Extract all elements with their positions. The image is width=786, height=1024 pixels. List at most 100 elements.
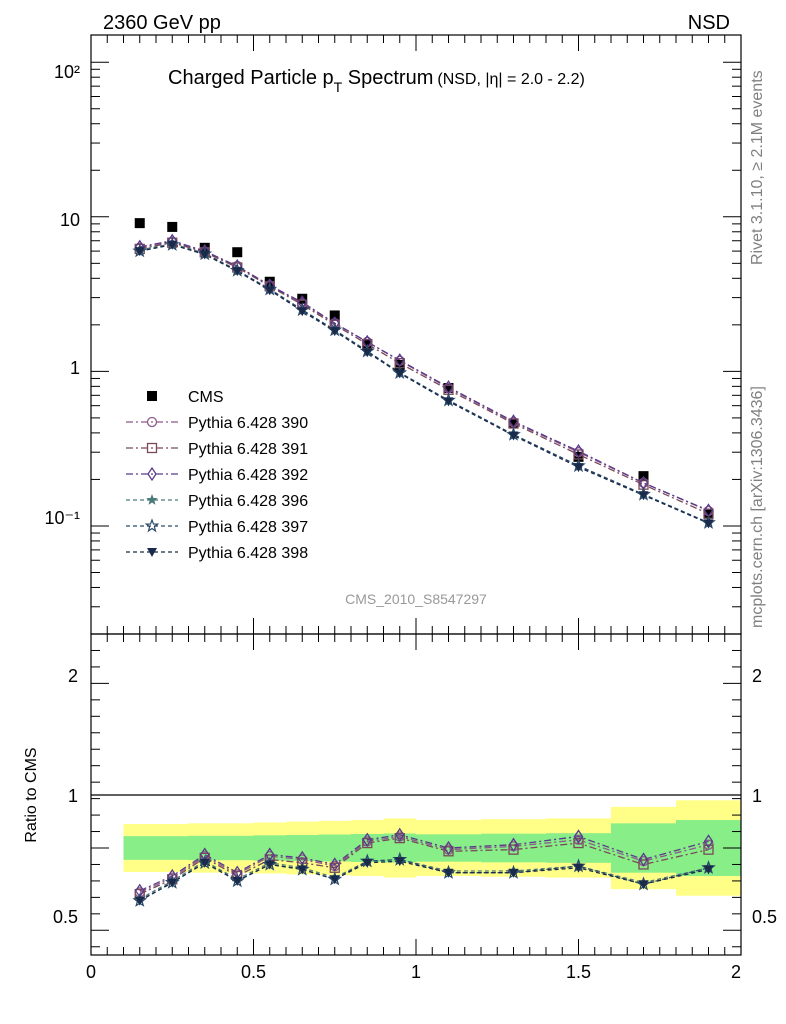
data-point bbox=[167, 240, 178, 250]
ratio-y-tick-label-right: 2 bbox=[752, 666, 762, 686]
ratio-series-line bbox=[139, 834, 709, 892]
data-point bbox=[199, 858, 210, 868]
title-sub: T bbox=[334, 79, 343, 95]
data-point bbox=[134, 896, 145, 906]
legend-item: Pythia 6.428 397 bbox=[126, 518, 308, 536]
ratio-series-markers bbox=[132, 827, 716, 907]
data-point bbox=[167, 878, 178, 888]
data-point bbox=[638, 852, 649, 867]
legend-label: Pythia 6.428 398 bbox=[188, 545, 308, 562]
chart-title: Charged Particle pT Spectrum (NSD, |η| = … bbox=[168, 67, 585, 95]
data-point bbox=[508, 844, 519, 855]
legend-label: Pythia 6.428 396 bbox=[188, 493, 308, 510]
data-point bbox=[703, 844, 714, 855]
main-axis-ticks bbox=[90, 35, 742, 635]
legend-label: Pythia 6.428 392 bbox=[188, 467, 308, 484]
ratio-y-tick-label: 2 bbox=[68, 666, 78, 686]
rivet-label: Rivet 3.1.10, ≥ 2.1M events bbox=[749, 70, 766, 265]
data-point bbox=[329, 327, 340, 337]
data-point bbox=[508, 418, 519, 429]
header-left: 2360 GeV pp bbox=[103, 12, 221, 34]
legend-label: Pythia 6.428 397 bbox=[188, 519, 308, 536]
data-point bbox=[232, 267, 243, 277]
x-tick-label: 2 bbox=[731, 962, 741, 982]
data-point bbox=[146, 494, 158, 505]
legend-item: CMS bbox=[147, 389, 224, 406]
ratio-frame bbox=[90, 633, 742, 956]
ratio-axis-ticks bbox=[90, 634, 742, 955]
main-panel: 10⁻¹ 1 10 10² Charged Particle pT Spectr… bbox=[44, 34, 742, 635]
data-point bbox=[573, 837, 584, 849]
data-point bbox=[362, 837, 373, 849]
ratio-series-line bbox=[139, 858, 709, 900]
data-point bbox=[394, 832, 405, 844]
ratio-series-line bbox=[139, 835, 709, 893]
data-point bbox=[297, 865, 308, 875]
band-inner bbox=[221, 835, 254, 861]
data-point bbox=[147, 548, 157, 557]
data-point bbox=[167, 221, 178, 232]
data-point bbox=[264, 286, 275, 296]
main-series-lines bbox=[139, 240, 709, 524]
data-point bbox=[146, 416, 158, 428]
ratio-series-line bbox=[139, 858, 709, 902]
analysis-watermark: CMS_2010_S8547297 bbox=[345, 591, 487, 607]
data-point bbox=[232, 247, 243, 258]
data-point bbox=[443, 383, 454, 394]
data-point bbox=[508, 837, 519, 852]
ratio-y-tick-label: 0.5 bbox=[53, 907, 78, 927]
data-point bbox=[443, 840, 454, 856]
legend-label: Pythia 6.428 391 bbox=[188, 441, 308, 458]
data-point bbox=[703, 865, 714, 875]
header-right: NSD bbox=[688, 12, 730, 34]
title-small: (NSD, |η| = 2.0 - 2.2) bbox=[437, 71, 584, 88]
data-point bbox=[573, 443, 584, 459]
data-point bbox=[134, 218, 145, 229]
data-point bbox=[362, 858, 373, 868]
data-point bbox=[264, 860, 275, 870]
data-point bbox=[638, 859, 649, 870]
data-point bbox=[394, 857, 405, 867]
data-point bbox=[703, 508, 714, 519]
data-point bbox=[443, 846, 454, 857]
title-main: Charged Particle p bbox=[168, 67, 334, 89]
legend-label: CMS bbox=[188, 389, 224, 406]
x-tick-label: 0.5 bbox=[241, 962, 266, 982]
data-point bbox=[232, 876, 243, 886]
series-line bbox=[139, 242, 709, 515]
y-tick-label: 10⁻¹ bbox=[44, 508, 80, 528]
ratio-panel: Ratio to CMS 0.5 1 2 0.5 1 2 0 0.5 1 1.5… bbox=[23, 633, 777, 982]
data-point bbox=[146, 442, 158, 454]
data-point bbox=[362, 348, 373, 358]
data-point bbox=[443, 397, 454, 407]
legend-item: Pythia 6.428 390 bbox=[126, 415, 308, 432]
data-point bbox=[134, 247, 145, 257]
y-tick-label: 1 bbox=[70, 358, 80, 378]
ratio-y-tick-label: 1 bbox=[68, 786, 78, 806]
data-point bbox=[703, 834, 714, 849]
y-tick-label: 10² bbox=[54, 62, 80, 82]
data-point bbox=[394, 827, 405, 843]
legend-item: Pythia 6.428 391 bbox=[126, 441, 308, 458]
ratio-y-label: Ratio to CMS bbox=[23, 747, 40, 842]
ratio-y-tick-label-right: 1 bbox=[752, 786, 762, 806]
data-point bbox=[147, 466, 157, 482]
title-rest: Spectrum bbox=[342, 67, 433, 89]
ratio-series-line bbox=[139, 860, 709, 902]
legend-item: Pythia 6.428 392 bbox=[126, 466, 308, 484]
data-point bbox=[147, 391, 157, 401]
x-tick-label: 1.5 bbox=[566, 962, 591, 982]
data-point bbox=[329, 310, 340, 321]
legend-item: Pythia 6.428 398 bbox=[126, 545, 308, 562]
data-point bbox=[703, 519, 714, 529]
ratio-y-tick-label-right: 0.5 bbox=[752, 907, 777, 927]
data-point bbox=[638, 880, 649, 890]
legend: CMS Pythia 6.428 390 Pythia 6.428 391 Py… bbox=[126, 389, 308, 562]
data-point bbox=[329, 875, 340, 885]
data-point bbox=[199, 250, 210, 260]
series-line bbox=[139, 244, 709, 524]
data-point bbox=[508, 868, 519, 878]
band-inner bbox=[156, 836, 189, 860]
data-point bbox=[508, 431, 519, 441]
